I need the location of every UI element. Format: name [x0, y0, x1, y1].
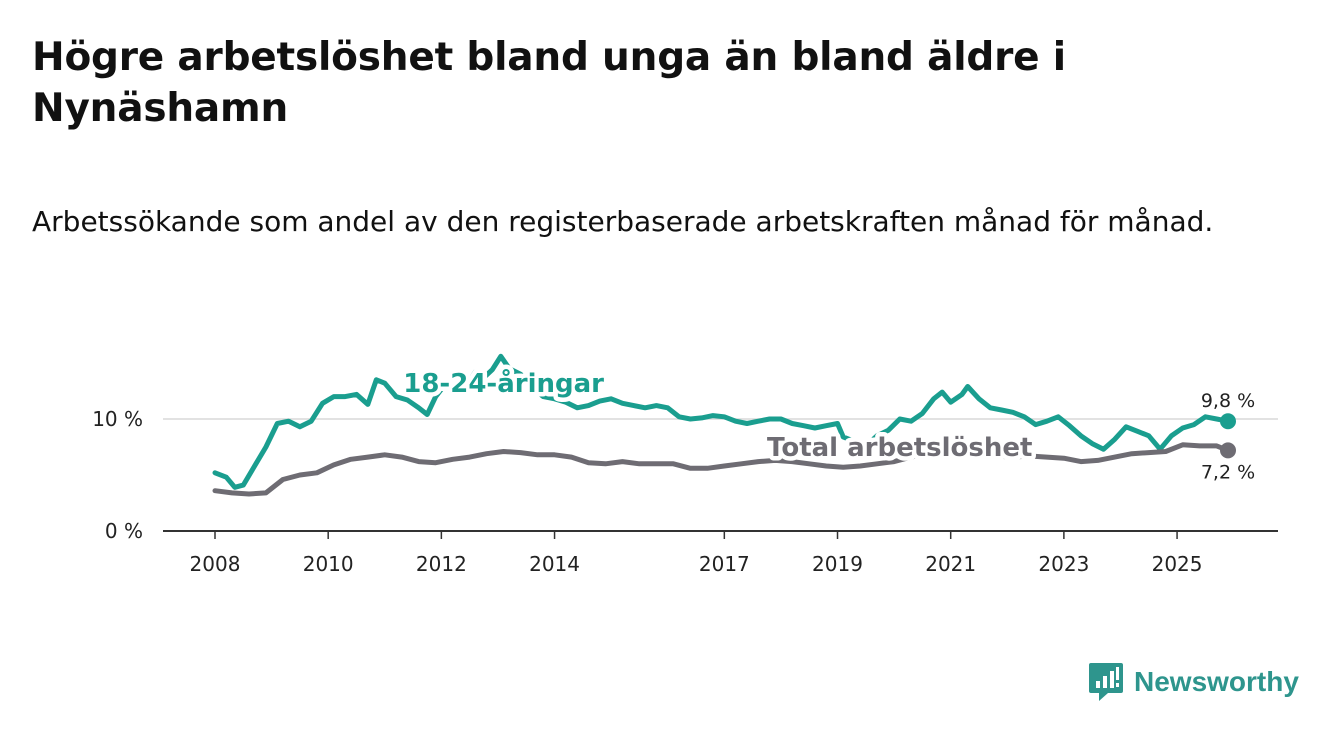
- series-line-0: [212, 353, 1231, 490]
- axes: 0 % 10 % 2008 2010 2012 2014 2017 2019 2021 2023 2…: [92, 407, 1278, 576]
- series-label-halo: 18-24-åringar: [403, 367, 604, 399]
- x-tick-label: 2014: [529, 552, 580, 576]
- series-name-label: Total arbetslöshet: [767, 433, 1032, 463]
- series-line-1: [212, 442, 1231, 497]
- series-lines: [212, 353, 1231, 497]
- series-end-point: [1220, 442, 1236, 459]
- series-end-value: 7,2 %: [1201, 461, 1255, 483]
- x-tick-label: 2025: [1152, 552, 1203, 576]
- x-tick-label: 2019: [812, 552, 863, 576]
- x-tick-label: 2008: [190, 552, 241, 576]
- y-tick-label: 0 %: [105, 519, 143, 543]
- series-label-halo: Total arbetslöshet: [767, 433, 1032, 463]
- y-tick-label: 10 %: [92, 407, 143, 431]
- chart-subtitle: Arbetssökande som andel av den registerb…: [32, 205, 1214, 238]
- x-tick-label: 2010: [303, 552, 354, 576]
- x-tick-label: 2012: [416, 552, 467, 576]
- x-tick-label: 2021: [925, 552, 976, 576]
- series-end-point: [1220, 413, 1236, 430]
- chart-title: Högre arbetslöshet bland unga än bland ä…: [32, 35, 1066, 131]
- series-end-value: 9,8 %: [1201, 390, 1255, 412]
- x-tick-label: 2023: [1038, 552, 1089, 576]
- newsworthy-logo-icon: [1089, 663, 1123, 701]
- x-tick-label: 2017: [699, 552, 750, 576]
- brand-name: Newsworthy: [1134, 666, 1299, 697]
- series-name-label: 18-24-åringar: [403, 367, 604, 399]
- newsworthy-brand[interactable]: Newsworthy: [1088, 660, 1299, 704]
